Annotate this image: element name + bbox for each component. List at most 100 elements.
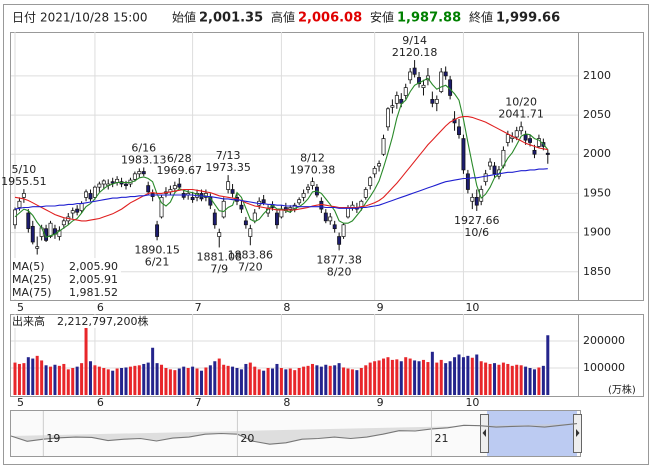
legend-name: MA(75)	[12, 286, 52, 299]
x-tick-label: 7	[195, 396, 202, 409]
volume-bar	[337, 363, 341, 395]
candle-body	[519, 126, 524, 132]
header-value: 2,001.35	[199, 11, 263, 26]
volume-bar	[315, 365, 319, 395]
volume-bar	[430, 351, 434, 395]
annotation-date: 5/10	[12, 163, 37, 176]
volume-bar	[302, 366, 306, 395]
candle-body	[332, 224, 337, 230]
candle-body	[408, 71, 413, 81]
volume-bar	[510, 365, 514, 395]
candle-body	[212, 212, 217, 226]
legend-value: 2,005.91	[69, 273, 118, 286]
navigator-label: 20	[240, 432, 254, 445]
volume-bar	[226, 365, 230, 395]
y-tick-label: 2100	[583, 69, 611, 82]
annotation-date: 7/9	[210, 262, 228, 275]
volume-bar	[160, 364, 164, 395]
volume-bar	[532, 369, 536, 395]
x-tick-label: 6	[97, 396, 104, 409]
candle-body	[474, 196, 479, 206]
candle-body	[217, 232, 222, 237]
volume-bar	[213, 361, 217, 395]
candle-body	[75, 208, 80, 213]
volume-title: 出来高	[12, 314, 45, 328]
volume-bar	[448, 361, 452, 395]
volume-bar	[359, 368, 363, 395]
candle-body	[390, 105, 395, 108]
volume-bar	[22, 363, 26, 395]
volume-bar	[528, 368, 532, 395]
candle-body	[177, 183, 182, 188]
volume-bar	[84, 326, 88, 395]
annotation-value: 1881.08	[196, 250, 242, 263]
candle-body	[30, 225, 35, 243]
volume-bar	[342, 367, 346, 395]
volume-bar	[257, 369, 261, 395]
volume-bar	[142, 363, 146, 395]
navigator-label: 21	[434, 432, 448, 445]
header-value: 1,987.88	[397, 11, 461, 26]
annotation-date: 9/14	[402, 34, 427, 47]
annotation-value: 2120.18	[392, 46, 438, 59]
candle-body	[101, 180, 106, 185]
candle-body	[159, 196, 164, 218]
candle-body	[461, 138, 466, 171]
candle-body	[479, 189, 484, 202]
candle-body	[403, 87, 408, 96]
volume-bar	[497, 364, 501, 395]
volume-bar	[173, 370, 177, 395]
volume-bar	[137, 365, 141, 395]
candle-body	[368, 177, 373, 186]
volume-bar	[222, 364, 226, 395]
volume-unit: (万株)	[608, 383, 636, 396]
candle-body	[97, 183, 102, 188]
volume-bar	[350, 369, 354, 395]
x-tick-label: 8	[283, 396, 290, 409]
candle-body	[70, 210, 75, 214]
volume-bar	[177, 368, 181, 395]
y-tick-label: 200000	[583, 334, 625, 347]
legend-box	[11, 258, 121, 299]
candle-body	[306, 186, 310, 190]
header-label: 高値	[271, 10, 295, 25]
candle-body	[377, 163, 382, 167]
candle-body	[399, 99, 404, 104]
candle-body	[430, 99, 435, 104]
volume-bar	[262, 370, 266, 395]
x-tick-label: 10	[465, 396, 479, 409]
annotation-value: 1955.51	[1, 175, 47, 188]
candle-body	[439, 71, 444, 92]
volume-bar	[515, 364, 519, 395]
volume-bar	[324, 364, 328, 395]
y-tick-label: 2000	[583, 147, 611, 160]
volume-bar	[133, 365, 137, 395]
candle-body	[79, 203, 84, 212]
candle-body	[381, 138, 386, 155]
volume-bar	[186, 368, 190, 395]
candle-body	[88, 193, 93, 200]
volume-bar	[208, 365, 212, 395]
y-tick-label: 1850	[583, 265, 611, 278]
volume-bar	[244, 363, 248, 395]
annotation-date: 6/16	[131, 141, 156, 154]
volume-bar	[541, 365, 545, 395]
volume-bar	[66, 369, 70, 395]
volume-bar	[239, 369, 243, 395]
volume-bar	[57, 365, 61, 395]
annotation-value: 2041.71	[498, 108, 544, 121]
volume-bar	[488, 363, 492, 395]
volume-bar	[493, 363, 497, 395]
candle-body	[92, 186, 97, 198]
volume-bar	[501, 362, 505, 395]
candle-body	[421, 84, 426, 88]
volume-bar	[524, 366, 528, 395]
x-tick-label: 5	[17, 396, 24, 409]
candle-body	[470, 196, 475, 202]
volume-bar	[204, 367, 208, 395]
candle-body	[394, 95, 399, 104]
annotation-date: 8/12	[300, 151, 325, 164]
navigator-selection[interactable]	[487, 411, 577, 456]
volume-bar	[26, 357, 30, 395]
candle-body	[532, 149, 537, 155]
